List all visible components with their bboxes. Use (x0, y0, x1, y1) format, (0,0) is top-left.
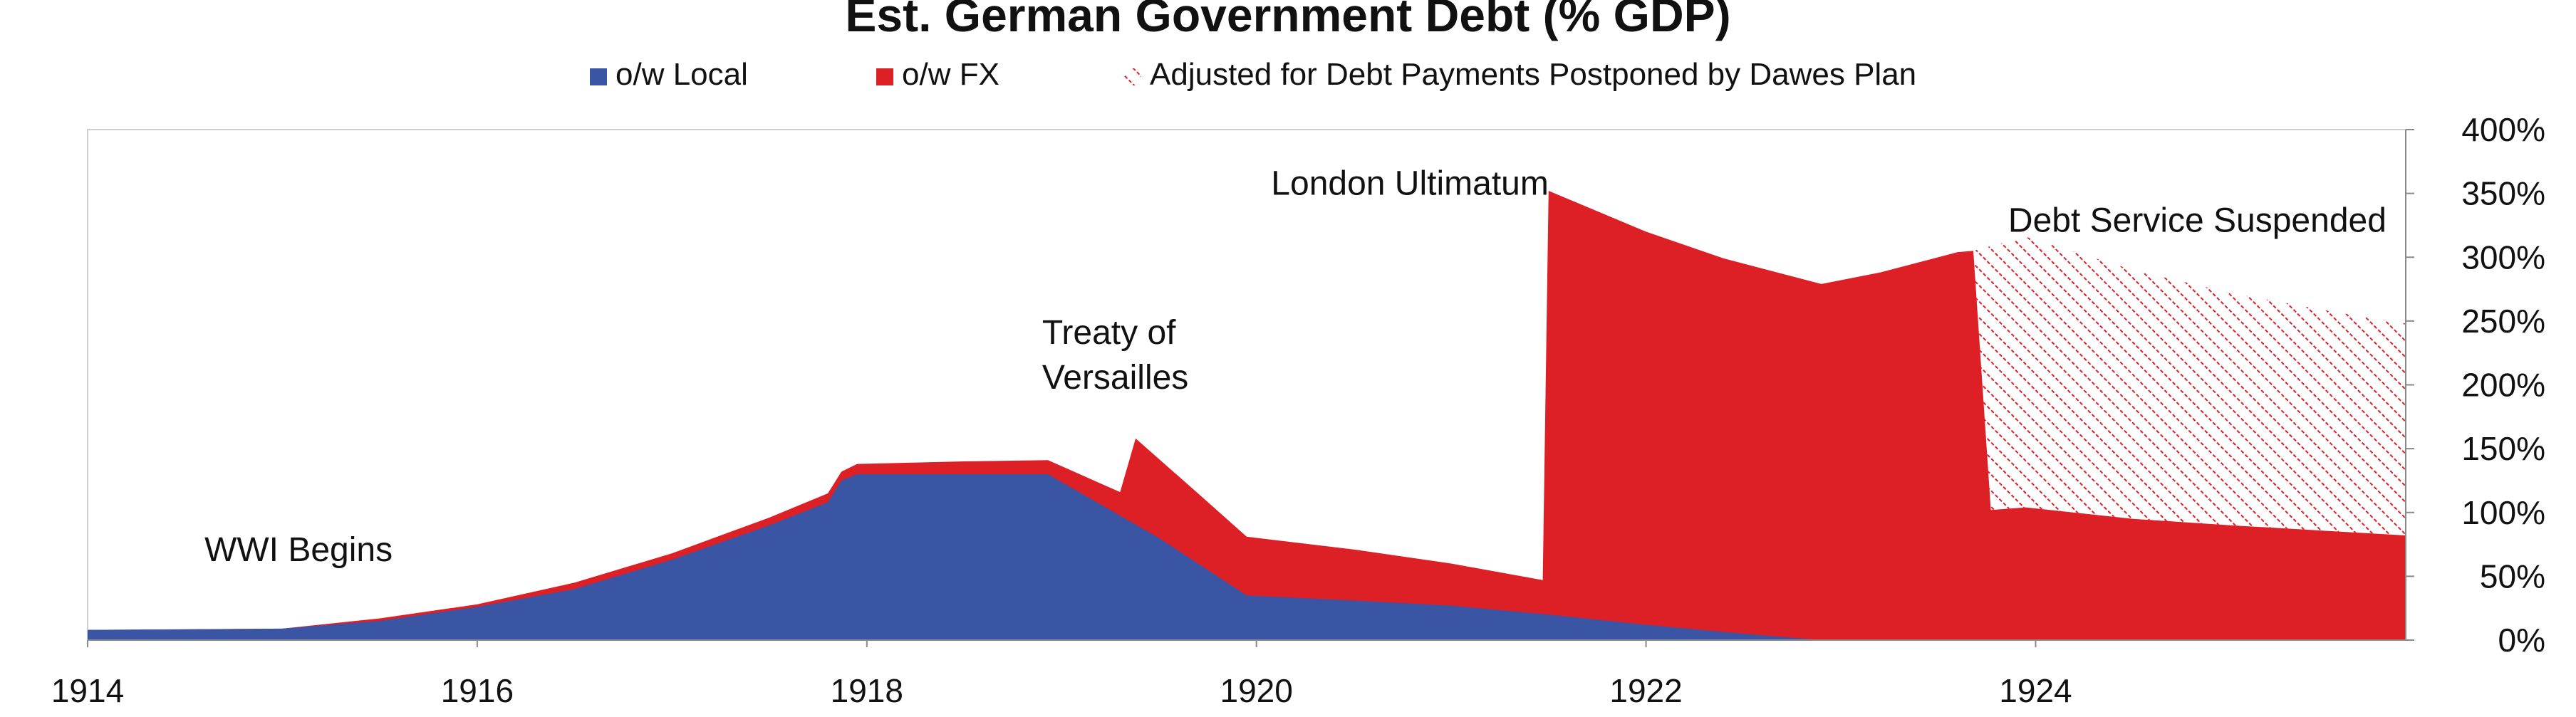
legend-item-fx: o/w FX (876, 57, 999, 92)
x-tick-label: 1914 (51, 672, 124, 709)
annotation-label: WWI Begins (204, 531, 393, 569)
legend-item-dawes: Adjusted for Debt Payments Postponed by … (1124, 57, 1916, 92)
legend: o/w Local o/w FX Adjusted for Debt Payme… (590, 57, 1916, 92)
y-tick-label: 150% (2461, 430, 2545, 467)
x-tick-label: 1924 (1999, 672, 2072, 709)
annotation-label: Versailles (1042, 359, 1188, 397)
x-tick-label: 1922 (1609, 672, 1682, 709)
legend-swatch-dawes (1124, 68, 1141, 85)
area-series-local (88, 474, 2406, 640)
y-tick-label: 0% (2498, 622, 2545, 659)
area-series-group (88, 191, 2406, 640)
legend-swatch-fx (876, 68, 893, 85)
y-tick-label: 50% (2480, 558, 2545, 595)
y-tick-label: 400% (2461, 111, 2545, 148)
legend-swatch-local (590, 68, 607, 85)
area-series-dawes-adjusted (1973, 236, 2406, 535)
y-tick-label: 250% (2461, 303, 2545, 340)
x-tick-label: 1920 (1220, 672, 1293, 709)
y-axis: 0% 50% 100% 150% 200% 250% 300% 350% 400% (2405, 111, 2545, 659)
chart-title: Est. German Government Debt (% GDP) (845, 0, 1730, 41)
annotations-group: WWI Begins Treaty of Versailles London Ulti… (204, 164, 2387, 568)
y-tick-label: 200% (2461, 367, 2545, 404)
annotation-label: London Ultimatum (1271, 164, 1549, 202)
annotation-label: Debt Service Suspended (2008, 202, 2387, 239)
x-tick-label: 1918 (831, 672, 903, 709)
legend-item-local: o/w Local (590, 57, 748, 92)
x-tick-label: 1916 (441, 672, 514, 709)
x-axis: 1914 1916 1918 1920 1922 1924 (51, 639, 2406, 709)
y-tick-label: 300% (2461, 239, 2545, 276)
legend-label-local: o/w Local (616, 57, 748, 92)
y-tick-label: 100% (2461, 494, 2545, 531)
annotation-label: Treaty of (1042, 314, 1176, 352)
y-tick-label: 350% (2461, 175, 2545, 212)
area-series-fx (88, 191, 2406, 640)
legend-label-fx: o/w FX (902, 57, 999, 92)
legend-label-dawes: Adjusted for Debt Payments Postponed by … (1150, 57, 1916, 92)
